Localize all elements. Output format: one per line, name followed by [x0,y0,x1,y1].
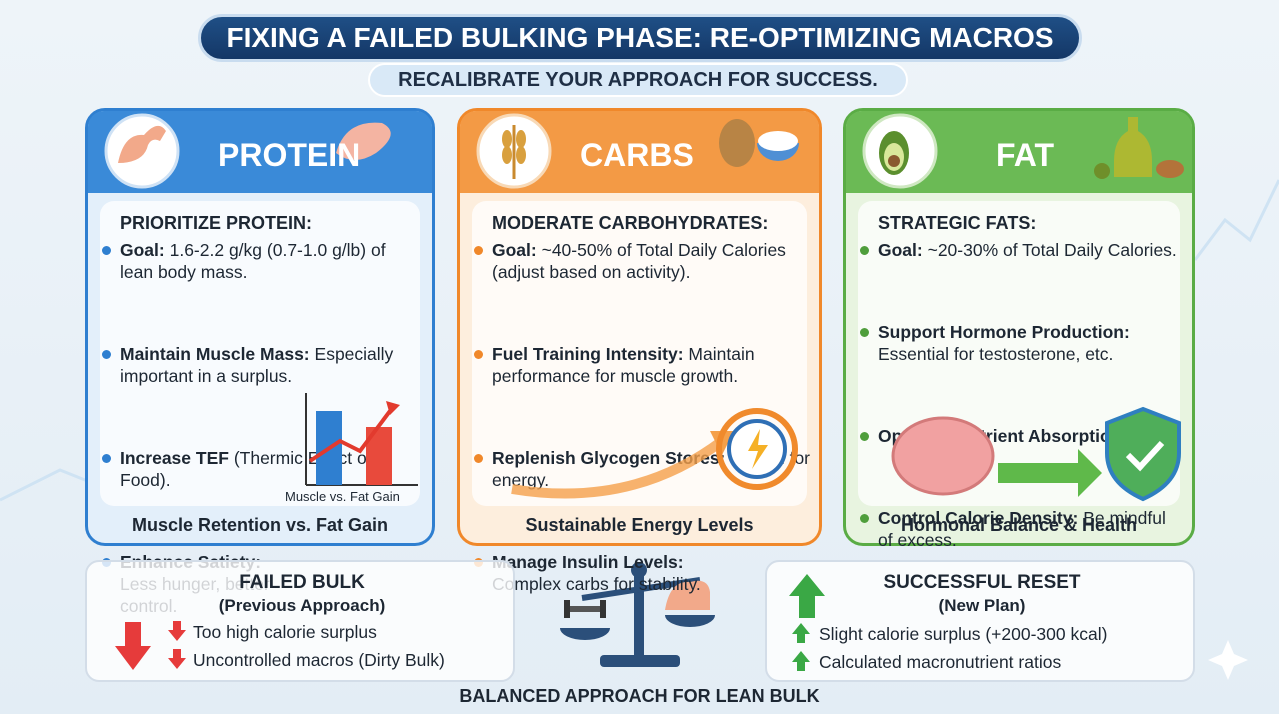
food-icon [336,122,391,160]
panel-title: FAT [996,137,1055,173]
panel-title: CARBS [580,137,694,173]
item-label: Manage Insulin Levels: [492,552,684,572]
box-item: Too high calorie surplus [193,622,377,642]
item-text: Essential for testosterone, etc. [878,344,1114,364]
item-label: Increase TEF [120,448,229,468]
item-label: Control Calorie Density: [878,508,1079,528]
subtitle: RECALIBRATE YOUR APPROACH FOR SUCCESS. [368,63,908,97]
macro-panel: FAT STRATEGIC FATS: Goal: ~20-30% of Total… [843,108,1195,550]
bullet-item: Manage Insulin Levels: Complex carbs for… [472,551,702,595]
bullet-dot [102,246,111,255]
item-text: Maintain performance for muscle growth. [492,344,755,386]
macro-panel: CARBS MODERATE CARBOHYDRATES: Goal: ~40-50… [457,108,822,594]
item-label: Maintain Muscle Mass: [120,344,310,364]
item-label: Goal: [878,240,923,260]
bullet-dot [860,514,869,523]
bullet-dot [102,454,111,463]
box-item: Calculated macronutrient ratios [819,652,1062,672]
macro-panel: PROTEIN PRIORITIZE PROTEIN: Goal: 1.6-2.2 … [85,108,435,616]
box-title: FAILED BULK [239,572,365,593]
panel-footer: Sustainable Energy Levels [525,515,754,535]
bullet-item: Control Calorie Density: Be mindful of e… [858,507,1178,551]
box-title: SUCCESSFUL RESET [883,572,1081,593]
box-subtitle: (New Plan) [938,596,1026,615]
item-label: Goal: [120,240,165,260]
chart-label: Muscle vs. Fat Gain [285,489,400,504]
food-icon [1094,117,1184,179]
macro-icon [476,113,552,189]
box-item: Slight calorie surplus (+200-300 kcal) [819,624,1108,644]
panel-heading: MODERATE CARBOHYDRATES: [492,213,769,233]
bar-illustration [305,393,418,486]
panel-heading: PRIORITIZE PROTEIN: [120,213,313,233]
down-arrow-icon [168,621,186,641]
food-icon [719,119,799,167]
panel-footer: Hormonal Balance & Health [900,515,1138,535]
energy-illustration [511,408,798,499]
bullet-item: Goal: ~20-30% of Total Daily Calories. [858,239,1178,261]
item-text: Especially important in a surplus. [120,344,394,386]
sparkle [1208,640,1248,680]
box-item: Uncontrolled macros (Dirty Bulk) [193,650,445,670]
title: FIXING A FAILED BULKING PHASE: RE-OPTIMI… [198,14,1082,62]
item-text: ~40-50% of Total Daily Calories (adjust … [492,240,786,282]
up-arrow-icon [789,574,825,618]
macro-icon [104,113,180,189]
panel-body: PRIORITIZE PROTEIN: Goal: 1.6-2.2 g/kg (0… [100,201,420,616]
up-arrow-icon [792,651,810,671]
panel-body: STRATEGIC FATS: Goal: ~20-30% of Total Da… [858,201,1181,550]
box-subtitle: (Previous Approach) [218,596,386,615]
deco-line [1193,179,1279,261]
item-label: Replenish Glycogen Stores: [492,448,726,468]
scale-icon [560,562,715,667]
hormone-illustration [891,406,1181,502]
down-arrow-icon [168,649,186,669]
item-text: 1.6-2.2 g/kg (0.7-1.0 g/lb) of lean body… [120,240,386,282]
caption: BALANCED APPROACH FOR LEAN BULK [459,686,820,706]
bullet-item: Goal: ~40-50% of Total Daily Calories (a… [472,239,812,283]
macro-icon [862,113,938,189]
item-label: Support Hormone Production: [878,322,1130,342]
bullet-dot [860,246,869,255]
bullet-item: Fuel Training Intensity: Maintain perfor… [472,343,812,387]
reset-box: SUCCESSFUL RESET (New Plan) Slight calor… [765,560,1195,682]
item-text: Be mindful of excess. [878,508,1166,550]
panel-heading: STRATEGIC FATS: [878,213,1037,233]
panel-body: MODERATE CARBOHYDRATES: Goal: ~40-50% of … [472,201,810,594]
bullet-dot [860,432,869,441]
bullet-dot [474,246,483,255]
up-arrow-icon [792,623,810,643]
bullet-dot [102,350,111,359]
bullet-dot [860,328,869,337]
item-label: Fuel Training Intensity: [492,344,684,364]
failed-box: FAILED BULK (Previous Approach) Too high… [85,560,515,682]
bullet-item: Maintain Muscle Mass: Especially importa… [100,343,420,387]
bullet-item: Goal: 1.6-2.2 g/kg (0.7-1.0 g/lb) of lea… [100,239,420,283]
panel-title: PROTEIN [218,137,361,173]
bullet-dot [474,454,483,463]
panel-footer: Muscle Retention vs. Fat Gain [131,515,389,535]
item-text: ~20-30% of Total Daily Calories. [927,240,1177,260]
bullet-dot [474,350,483,359]
item-label: Goal: [492,240,537,260]
down-arrow-icon [115,622,151,670]
item-text: Complex carbs for stability. [492,574,701,594]
bullet-item: Support Hormone Production: Essential fo… [858,321,1178,365]
